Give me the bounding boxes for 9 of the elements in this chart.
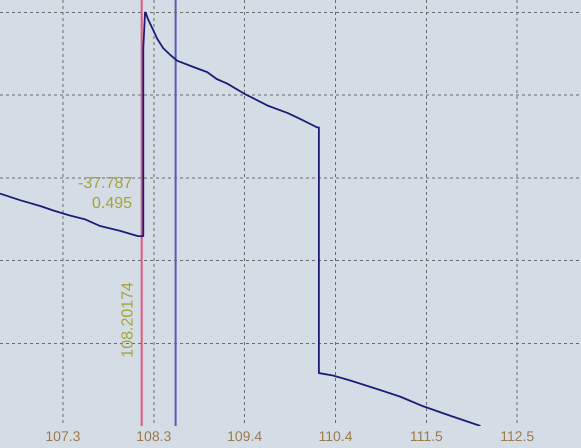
x-tick-label: 108.3: [136, 428, 172, 444]
x-tick-label: 107.3: [45, 428, 81, 444]
x-tick-label: 112.5: [500, 428, 534, 444]
x-tick-label: 110.4: [318, 428, 353, 444]
annotation: 0.495: [92, 195, 132, 212]
annotation: -37.787: [78, 175, 132, 192]
x-tick-label: 109.4: [227, 428, 262, 444]
x-tick-label: 111.5: [410, 428, 444, 444]
ref-line-label: 108.20174: [120, 282, 137, 358]
